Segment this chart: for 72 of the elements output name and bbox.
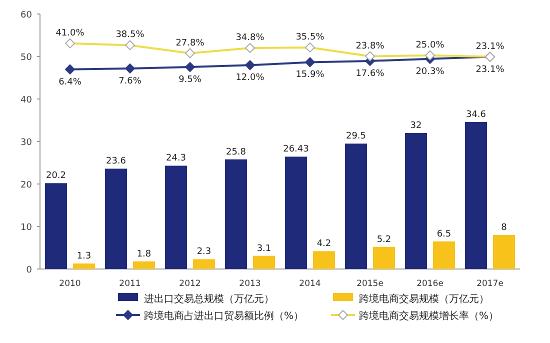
y-tick-label: 50 — [20, 53, 32, 63]
data-label: 34.6 — [466, 110, 486, 120]
data-label: 35.5% — [296, 32, 325, 42]
data-label: 23.8% — [356, 41, 385, 52]
data-label: 25.0% — [416, 40, 445, 50]
bar — [45, 183, 67, 269]
data-label: 8 — [501, 223, 508, 233]
point — [185, 62, 195, 72]
data-label: 6.5 — [436, 229, 452, 240]
y-tick-label: 20 — [20, 180, 32, 190]
bar — [433, 241, 455, 269]
bar — [253, 256, 275, 269]
bar — [373, 246, 395, 269]
data-label: 17.6% — [356, 68, 385, 79]
y-tick-label: 40 — [20, 96, 32, 106]
data-label: 41.0% — [56, 28, 85, 38]
data-label: 20.3% — [416, 66, 445, 77]
x-tick-label: 2013 — [239, 279, 261, 289]
data-label: 15.9% — [296, 70, 325, 80]
data-label: 3.1 — [256, 244, 272, 254]
x-tick-label: 2017e — [476, 279, 504, 289]
data-label: 4.2 — [316, 239, 332, 250]
y-tick-label: 0 — [26, 266, 32, 276]
data-label: 24.3 — [166, 154, 186, 164]
data-label: 34.8% — [236, 33, 265, 43]
data-label: 23.1% — [476, 64, 505, 75]
legend-label: 跨境电商占进出口贸易额比例（%） — [144, 310, 304, 322]
data-label: 6.4% — [58, 77, 82, 88]
x-tick-label: 2016e — [416, 279, 444, 289]
data-label: 29.5 — [346, 132, 366, 142]
x-tick-label: 2012 — [179, 279, 201, 289]
data-label: 26.43 — [283, 144, 309, 155]
y-tick-label: 30 — [20, 138, 32, 148]
x-tick-label: 2015e — [356, 279, 384, 289]
data-label: 38.5% — [116, 30, 145, 40]
point — [245, 60, 255, 70]
x-tick-label: 2014 — [299, 279, 321, 289]
bar — [105, 168, 127, 269]
x-tick-label: 2011 — [119, 279, 141, 289]
bar — [313, 251, 335, 269]
data-label: 25.8 — [226, 147, 246, 158]
bar — [465, 122, 487, 269]
legend-label: 跨境电商交易规模（万亿元） — [359, 293, 489, 305]
bar — [225, 159, 247, 269]
point — [305, 57, 315, 68]
data-label: 32 — [410, 121, 422, 131]
data-label: 2.3 — [196, 247, 212, 258]
data-label: 20.2 — [46, 171, 66, 182]
bar — [73, 263, 95, 269]
data-label: 1.3 — [76, 251, 92, 262]
data-label: 23.6 — [106, 156, 126, 167]
point — [65, 64, 75, 74]
bar — [165, 166, 187, 269]
data-label: 7.6% — [118, 76, 142, 86]
x-tick-label: 2010 — [59, 279, 81, 289]
legend-label: 进出口交易总规模（万亿元） — [144, 293, 274, 305]
data-label: 23.1% — [476, 42, 505, 52]
bar — [193, 259, 215, 269]
data-label: 12.0% — [236, 73, 265, 84]
bar — [405, 133, 427, 269]
bar — [133, 261, 155, 269]
legend-label: 跨境电商交易规模增长率（%） — [359, 310, 499, 322]
bar — [285, 156, 307, 269]
data-label: 5.2 — [376, 234, 392, 245]
data-label: 27.8% — [176, 38, 205, 48]
data-label: 1.8 — [136, 249, 152, 260]
data-label: 9.5% — [178, 75, 202, 86]
y-tick-label: 60 — [20, 10, 32, 20]
bar — [345, 144, 367, 269]
y-tick-label: 10 — [20, 223, 32, 233]
bar — [493, 235, 515, 269]
point — [125, 63, 135, 74]
